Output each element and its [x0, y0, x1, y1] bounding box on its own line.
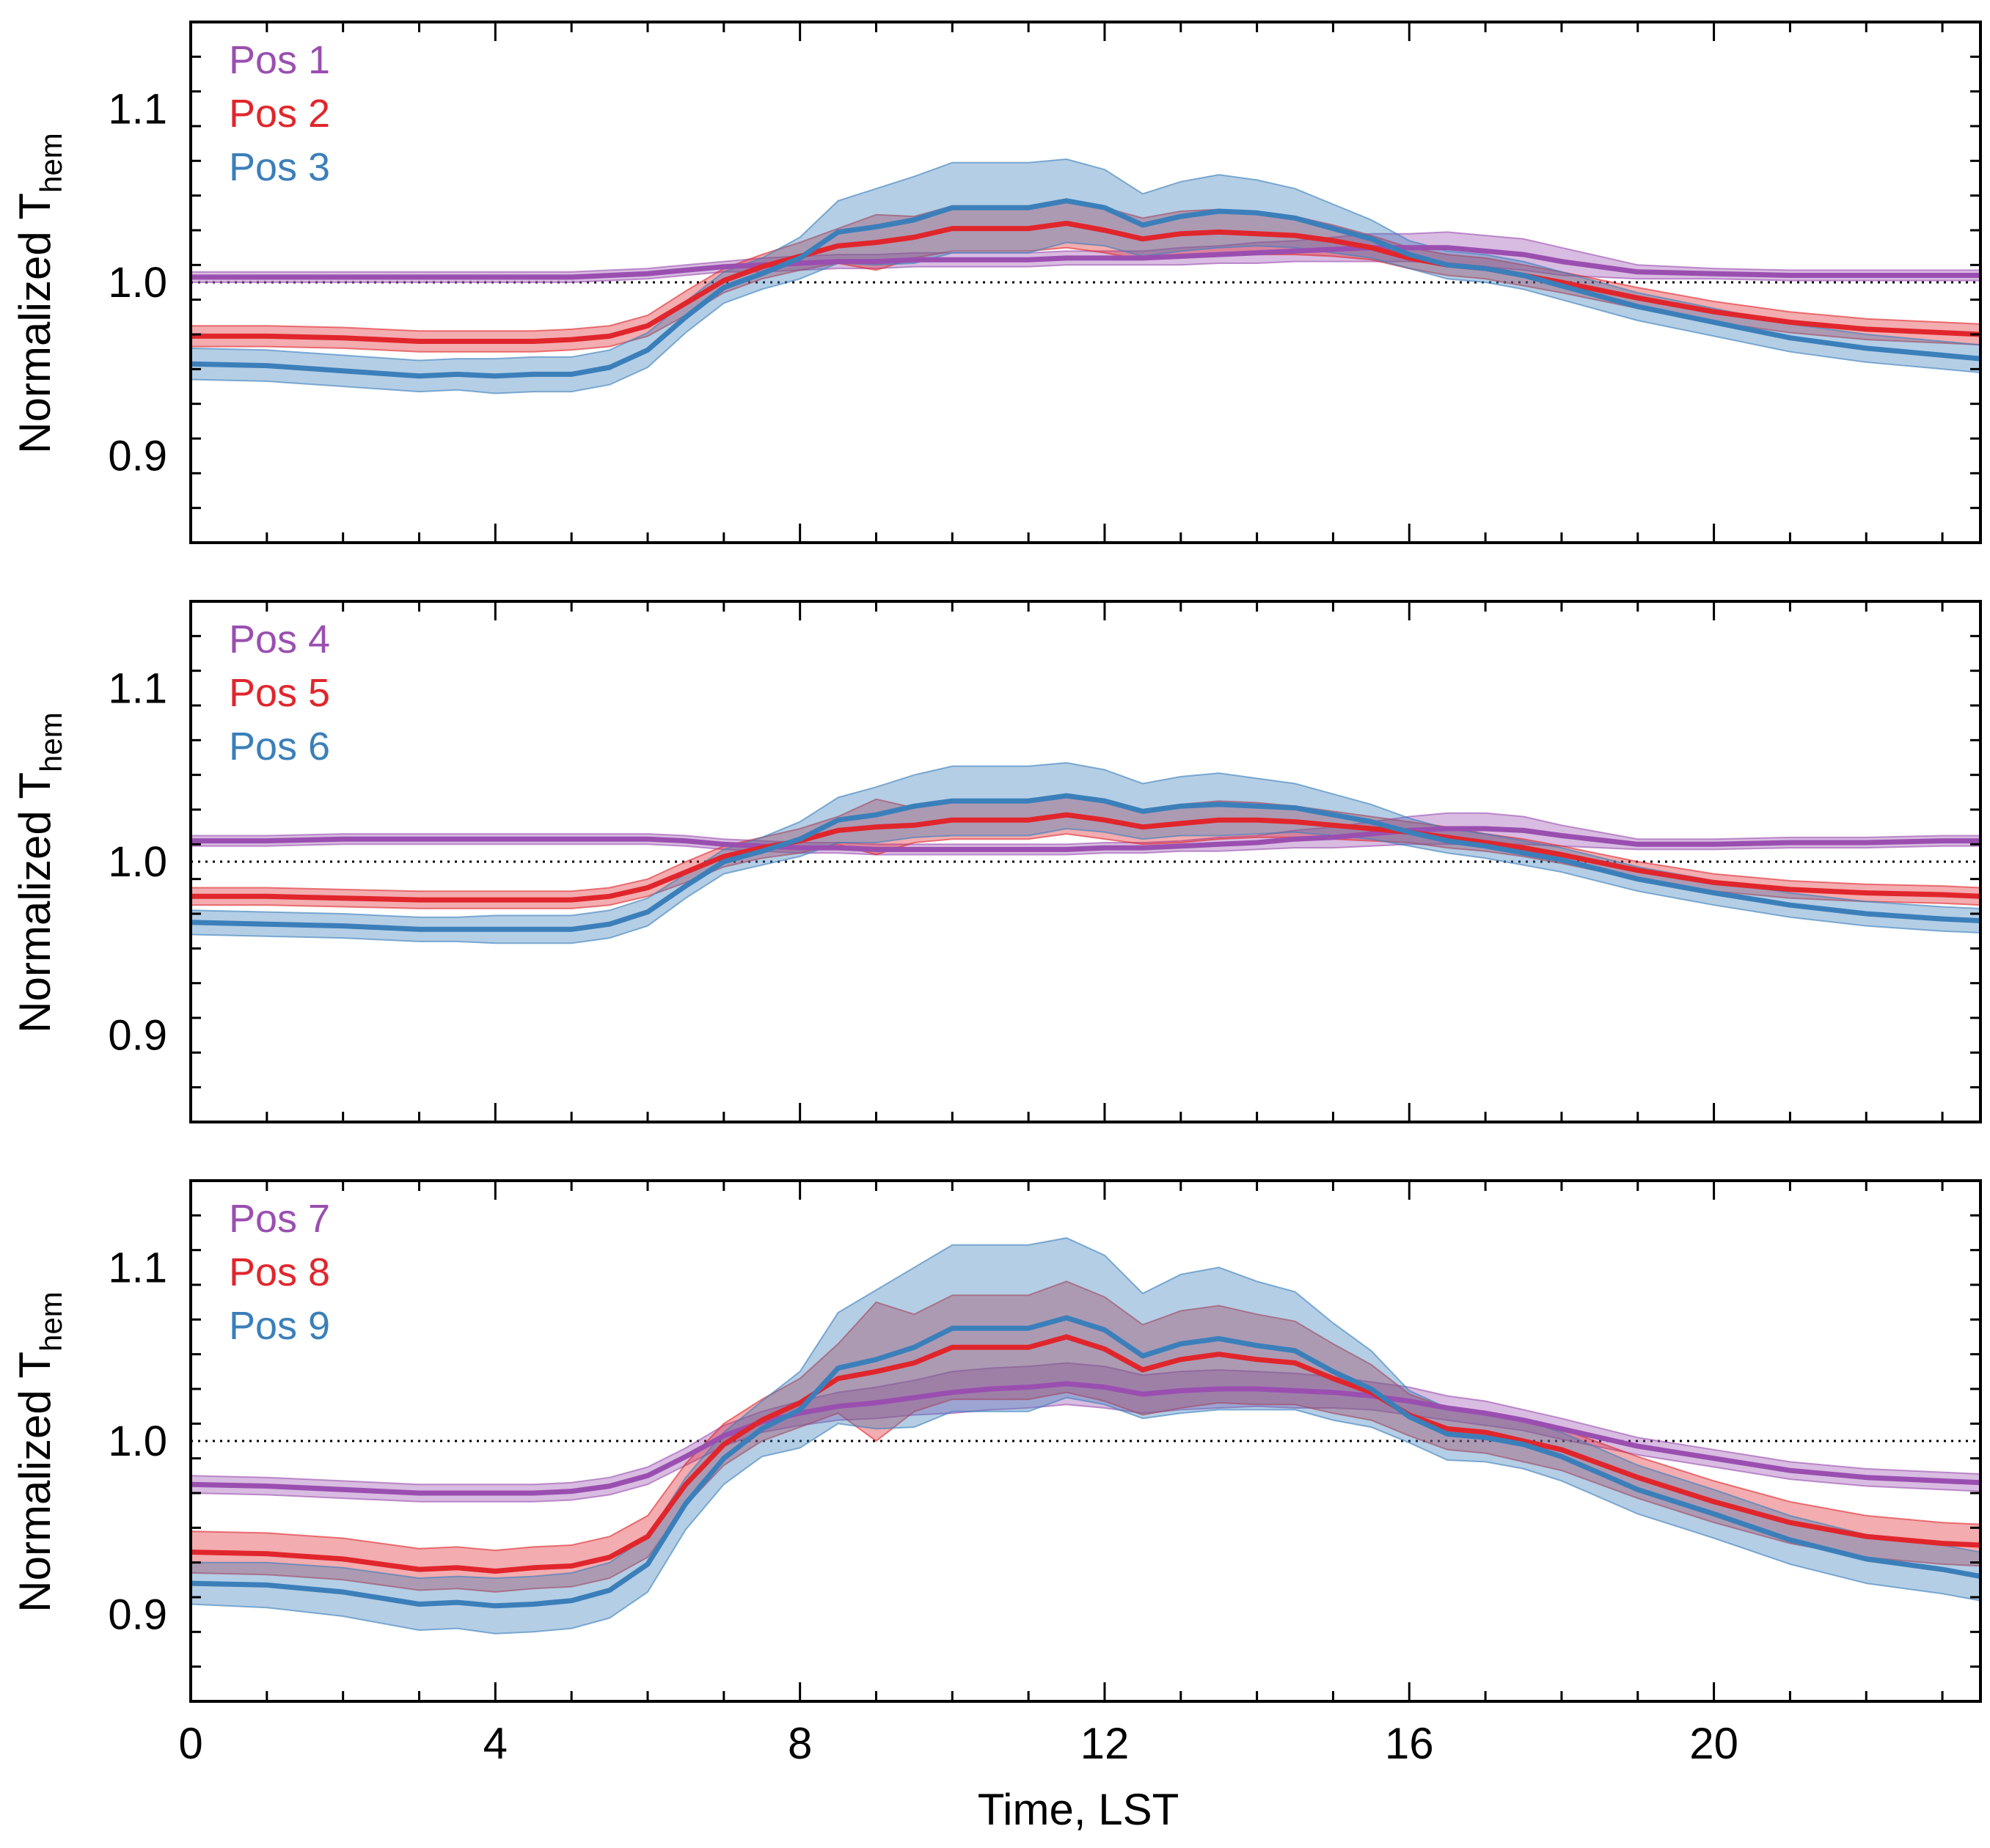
y-axis-label: Normalized Them	[10, 1291, 68, 1612]
y-axis-label: Normalized Them	[10, 712, 68, 1033]
line-pos-6	[190, 793, 1981, 932]
legend-pos-7: Pos 7	[229, 1197, 330, 1241]
x-axis-label: Time, LST	[978, 1785, 1179, 1834]
y-axis-label-sub: hem	[34, 1291, 68, 1352]
lines	[190, 198, 1981, 379]
lines	[190, 1315, 1981, 1609]
x-tick-label: 16	[1385, 1719, 1434, 1768]
y-axis-label-main: Normalized T	[10, 772, 59, 1033]
legend-pos-6: Pos 6	[229, 725, 330, 769]
bands	[190, 1237, 1981, 1635]
panel-frame	[189, 1179, 1982, 1703]
legend-pos-4: Pos 4	[229, 617, 330, 661]
legend-pos-1: Pos 1	[229, 38, 330, 82]
line-pos-9	[190, 1315, 1981, 1609]
panel-frame	[189, 600, 1982, 1123]
y-axis-label-main: Normalized T	[10, 1352, 59, 1613]
line-pos-5	[191, 812, 1981, 903]
lines	[190, 793, 1981, 932]
y-tick-label: 1.0	[108, 259, 167, 307]
y-axis-label-main: Normalized T	[10, 193, 59, 454]
line-pos-4	[191, 826, 1980, 852]
line-pos-1	[191, 245, 1980, 280]
x-tick-label: 0	[178, 1719, 202, 1768]
y-tick-label: 0.9	[108, 433, 167, 480]
line-pos-7	[190, 1381, 1981, 1496]
legend-pos-8: Pos 8	[229, 1250, 330, 1294]
x-tick-label: 4	[483, 1719, 508, 1768]
y-tick-label: 0.9	[108, 1012, 167, 1060]
y-axis-label-sub: hem	[34, 133, 68, 193]
x-tick-label: 8	[788, 1719, 812, 1768]
bands	[190, 762, 1981, 945]
y-tick-label: 1.1	[108, 1244, 167, 1291]
line-pos-8	[190, 1334, 1981, 1574]
line-pos-3	[190, 198, 1981, 379]
legend-pos-5: Pos 5	[229, 671, 330, 715]
panel-2: Pos 4 Pos 5 Pos 6 0.9 1.0 1.1 Normalized Them	[10, 600, 1982, 1123]
panel-frame	[189, 21, 1982, 544]
legend-pos-9: Pos 9	[229, 1304, 330, 1348]
legend-pos-2: Pos 2	[229, 92, 330, 136]
y-tick-label: 1.0	[108, 838, 167, 886]
x-tick-label: 20	[1689, 1719, 1738, 1768]
y-axis-label-sub: hem	[34, 712, 68, 772]
y-tick-label: 1.0	[108, 1418, 167, 1465]
panel-1: Pos 1 Pos 2 Pos 3 0.9 1.0 1.1 Normalized Them	[10, 21, 1982, 544]
y-tick-label: 0.9	[108, 1591, 167, 1639]
y-tick-label: 1.1	[108, 664, 167, 712]
panel-3: Pos 7 Pos 8 Pos 9 0.9 1.0 1.1 Normalized Them	[10, 1179, 1982, 1703]
y-tick-label: 1.1	[108, 85, 167, 133]
legend-pos-3: Pos 3	[229, 145, 330, 189]
y-axis-label: Normalized Them	[10, 133, 68, 453]
x-tick-label: 12	[1080, 1719, 1130, 1768]
